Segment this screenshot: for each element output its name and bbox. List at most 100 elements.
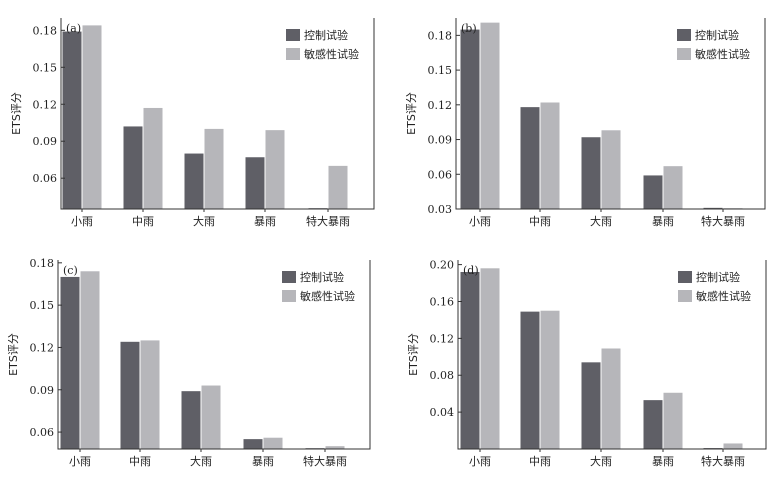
y-tick-label: 0.15 [30,299,55,312]
y-tick-label: 0.08 [430,369,455,382]
chart-panel-a: 0.06 0.09 0.12 0.15 0.18 小雨 中雨 大雨 暴雨 特大暴雨 ETS评分 (a)… [10,18,375,228]
bar-sensitivity-1 [540,310,560,449]
x-category-label: 中雨 [132,215,154,228]
bar-sensitivity-4 [723,443,743,449]
bar-sensitivity-2 [601,130,621,209]
legend-swatch-sensitivity [677,48,691,60]
bar-control-1 [520,107,540,209]
bar-control-2 [184,153,204,209]
bar-sensitivity-0 [82,25,102,209]
legend-label-control: 控制试验 [304,28,348,42]
bar-control-1 [520,311,540,449]
chart-panel-d: 0.04 0.08 0.12 0.16 0.20 小雨 中雨 大雨 暴雨 特大暴雨 ETS评分 (d)… [407,259,767,468]
panel-label: (c) [63,264,78,277]
bar-sensitivity-2 [601,348,621,449]
y-tick-label: 0.18 [428,29,453,42]
x-category-label: 小雨 [69,455,91,468]
bar-sensitivity-1 [143,107,163,209]
y-tick-label: 0.16 [430,295,455,308]
legend-swatch-sensitivity [286,48,300,60]
x-category-label: 大雨 [590,454,612,468]
bar-sensitivity-2 [201,385,221,449]
legend-label-sensitivity: 敏感性试验 [304,47,359,61]
bar-control-2 [181,391,201,449]
x-category-label: 中雨 [529,455,551,468]
legend-swatch-control [677,29,691,41]
bar-control-3 [643,175,663,209]
x-category-label: 中雨 [129,455,151,468]
axis-frame [57,260,371,450]
bar-sensitivity-3 [263,437,283,449]
chart-panel-b: 0.03 0.06 0.09 0.12 0.15 0.18 小雨 中雨 大雨 暴雨 特大暴雨 ETS评… [405,18,766,228]
y-axis-label: ETS评分 [10,92,23,135]
y-axis-label: ETS评分 [7,333,20,376]
bar-control-0 [60,276,80,449]
legend-label-control: 控制试验 [696,270,740,284]
bar-sensitivity-0 [480,22,500,209]
bar-sensitivity-3 [265,130,285,209]
axis-frame [455,18,766,210]
y-tick-label: 0.03 [428,203,453,216]
bar-sensitivity-4 [328,165,348,209]
bar-sensitivity-3 [663,392,683,449]
y-tick-label: 0.12 [33,98,58,111]
bar-control-3 [245,157,265,209]
y-axis-label: ETS评分 [405,92,418,135]
legend-swatch-control [678,271,692,283]
y-axis-label: ETS评分 [407,333,420,376]
y-tick-label: 0.06 [428,168,453,181]
x-category-label: 大雨 [190,454,212,468]
bar-control-0 [62,31,82,209]
y-tick-label: 0.18 [30,257,55,270]
bar-control-1 [120,341,140,449]
x-category-label: 大雨 [193,214,215,228]
y-tick-label: 0.09 [33,135,58,148]
bar-control-0 [460,29,480,209]
y-tick-label: 0.09 [30,384,55,397]
bar-control-4 [703,207,723,209]
bar-control-1 [123,126,143,209]
axis-frame [457,260,767,450]
legend-label-sensitivity: 敏感性试验 [696,289,751,303]
x-category-label: 小雨 [71,215,93,228]
y-tick-label: 0.20 [430,259,455,272]
x-category-label: 暴雨 [254,215,276,228]
x-category-label: 中雨 [529,215,551,228]
legend-label-sensitivity: 敏感性试验 [300,289,355,303]
bar-sensitivity-1 [540,102,560,209]
legend-label-sensitivity: 敏感性试验 [695,47,750,61]
panel-label: (a) [66,22,81,35]
legend-label-control: 控制试验 [300,270,344,284]
y-tick-label: 0.09 [428,134,453,147]
bar-control-2 [581,362,601,449]
bar-sensitivity-4 [325,446,345,449]
y-tick-label: 0.12 [428,99,453,112]
bar-control-0 [460,271,480,449]
bar-sensitivity-0 [480,268,500,449]
x-category-label: 大雨 [590,214,612,228]
x-category-label: 小雨 [469,455,491,468]
x-category-label: 特大暴雨 [306,214,350,228]
y-tick-label: 0.12 [430,332,455,345]
bar-sensitivity-1 [140,340,160,449]
legend-swatch-sensitivity [678,290,692,302]
bar-sensitivity-0 [80,271,100,449]
y-tick-label: 0.04 [430,406,455,419]
y-tick-label: 0.06 [33,172,58,185]
x-category-label: 暴雨 [652,455,674,468]
y-tick-label: 0.06 [30,426,55,439]
y-tick-label: 0.15 [33,61,58,74]
panel-label: (d) [463,264,479,277]
chart-panel-c: 0.06 0.09 0.12 0.15 0.18 小雨 中雨 大雨 暴雨 特大暴雨 ETS评分 (c)… [7,257,371,468]
x-category-label: 暴雨 [652,215,674,228]
legend-swatch-control [282,271,296,283]
x-category-label: 暴雨 [252,455,274,468]
y-tick-label: 0.18 [33,24,58,37]
bar-sensitivity-3 [663,166,683,209]
x-category-label: 特大暴雨 [701,454,745,468]
bar-control-3 [643,400,663,449]
bar-control-3 [243,439,263,449]
panel-label: (b) [461,22,477,35]
bar-control-2 [581,137,601,209]
